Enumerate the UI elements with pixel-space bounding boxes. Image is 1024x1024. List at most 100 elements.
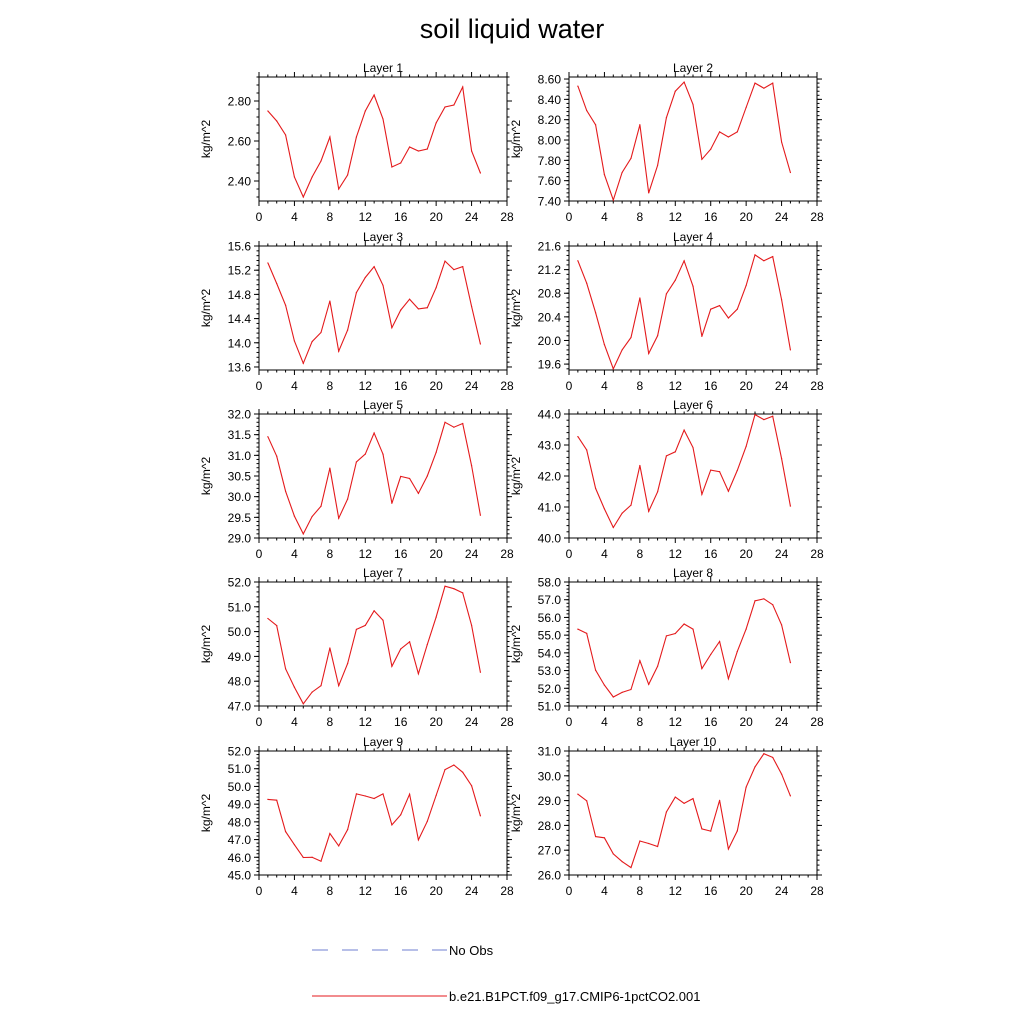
y-tick-label: 8.60 <box>538 73 562 87</box>
y-tick-label: 31.5 <box>228 428 252 442</box>
y-axis-label: kg/m^2 <box>509 457 523 496</box>
data-point <box>772 756 774 759</box>
x-tick-label: 24 <box>775 210 789 224</box>
data-point <box>772 82 774 84</box>
panel-title: Layer 10 <box>670 735 717 749</box>
x-tick-label: 0 <box>256 210 263 224</box>
data-point <box>630 866 632 869</box>
data-point <box>382 118 384 120</box>
data-point <box>603 837 606 839</box>
data-point <box>479 671 482 673</box>
data-point <box>789 349 792 351</box>
data-point <box>453 588 455 590</box>
panel-1: Layer 1 kg/m^2 0 4 8 12 16 20 24 28 2.40 2.60 2.80 <box>199 61 514 224</box>
y-tick-label: 49.0 <box>228 798 252 812</box>
data-point <box>736 308 738 310</box>
data-point <box>293 686 296 688</box>
x-tick-label: 24 <box>465 884 479 898</box>
data-point <box>400 814 402 816</box>
data-point <box>772 415 774 417</box>
data-point <box>462 422 464 425</box>
data-point <box>338 350 340 352</box>
data-point <box>727 317 730 319</box>
data-point <box>453 764 455 766</box>
data-point <box>470 305 473 308</box>
data-point <box>417 673 420 675</box>
data-point <box>683 623 685 625</box>
data-point <box>665 117 668 119</box>
data-point <box>346 498 349 500</box>
data-point <box>426 643 428 646</box>
data-point <box>382 619 384 621</box>
data-point <box>329 832 331 835</box>
data-point <box>754 254 756 256</box>
data-point <box>267 617 269 620</box>
data-point <box>736 650 738 653</box>
data-point <box>276 625 278 627</box>
panel-2: Layer 2 kg/m^2 0 4 8 12 16 20 24 28 7.40 7.60 7.80 8.… <box>509 61 824 224</box>
legend-model-label: b.e21.B1PCT.f09_g17.CMIP6-1pctCO2.001 <box>449 989 700 1004</box>
x-tick-label: 16 <box>704 715 718 729</box>
data-point <box>639 464 641 467</box>
data-point <box>594 312 597 314</box>
data-point <box>639 124 641 126</box>
y-axis-label: kg/m^2 <box>509 794 523 833</box>
x-tick-label: 28 <box>500 547 514 561</box>
data-point <box>780 141 783 143</box>
data-point <box>408 793 411 795</box>
x-tick-label: 28 <box>810 884 824 898</box>
data-point <box>789 505 792 507</box>
data-point <box>284 304 287 306</box>
data-point <box>603 173 606 176</box>
x-tick-label: 12 <box>669 884 683 898</box>
data-point <box>373 432 375 434</box>
data-point <box>665 455 668 457</box>
data-point <box>284 134 287 136</box>
data-point <box>276 282 278 285</box>
data-point <box>727 678 730 680</box>
y-tick-label: 48.0 <box>228 675 252 689</box>
y-tick-label: 52.0 <box>538 682 562 696</box>
data-point <box>577 260 579 262</box>
data-point <box>718 799 721 801</box>
data-point <box>453 268 455 271</box>
data-point <box>665 811 668 813</box>
panel-title: Layer 1 <box>363 61 403 75</box>
y-tick-label: 47.0 <box>228 700 252 714</box>
data-point <box>444 421 446 423</box>
x-tick-label: 12 <box>669 210 683 224</box>
data-point <box>674 632 676 635</box>
y-tick-label: 53.0 <box>538 664 562 678</box>
x-tick-label: 24 <box>775 884 789 898</box>
x-tick-label: 4 <box>601 547 608 561</box>
x-tick-label: 4 <box>601 379 608 393</box>
data-point <box>603 344 606 346</box>
y-tick-label: 2.40 <box>228 175 252 189</box>
x-tick-label: 0 <box>566 884 573 898</box>
x-tick-label: 28 <box>500 379 514 393</box>
data-point <box>426 307 428 309</box>
data-point <box>710 469 712 471</box>
data-point <box>479 815 482 817</box>
data-point <box>284 490 287 492</box>
data-point <box>426 148 428 150</box>
data-point <box>435 122 437 124</box>
data-point <box>692 628 694 630</box>
y-tick-label: 41.0 <box>538 501 562 515</box>
x-tick-label: 28 <box>500 715 514 729</box>
y-tick-label: 46.0 <box>228 851 252 865</box>
data-point <box>701 493 703 495</box>
data-point <box>364 110 366 112</box>
data-point <box>594 124 597 126</box>
y-axis-label: kg/m^2 <box>199 625 213 664</box>
data-point <box>435 616 437 618</box>
x-tick-label: 8 <box>637 884 644 898</box>
data-point <box>745 284 747 287</box>
x-tick-label: 20 <box>429 884 443 898</box>
x-tick-label: 20 <box>739 715 753 729</box>
data-point <box>293 844 296 846</box>
x-tick-label: 12 <box>359 547 373 561</box>
data-point <box>763 418 765 421</box>
x-tick-label: 8 <box>327 547 334 561</box>
